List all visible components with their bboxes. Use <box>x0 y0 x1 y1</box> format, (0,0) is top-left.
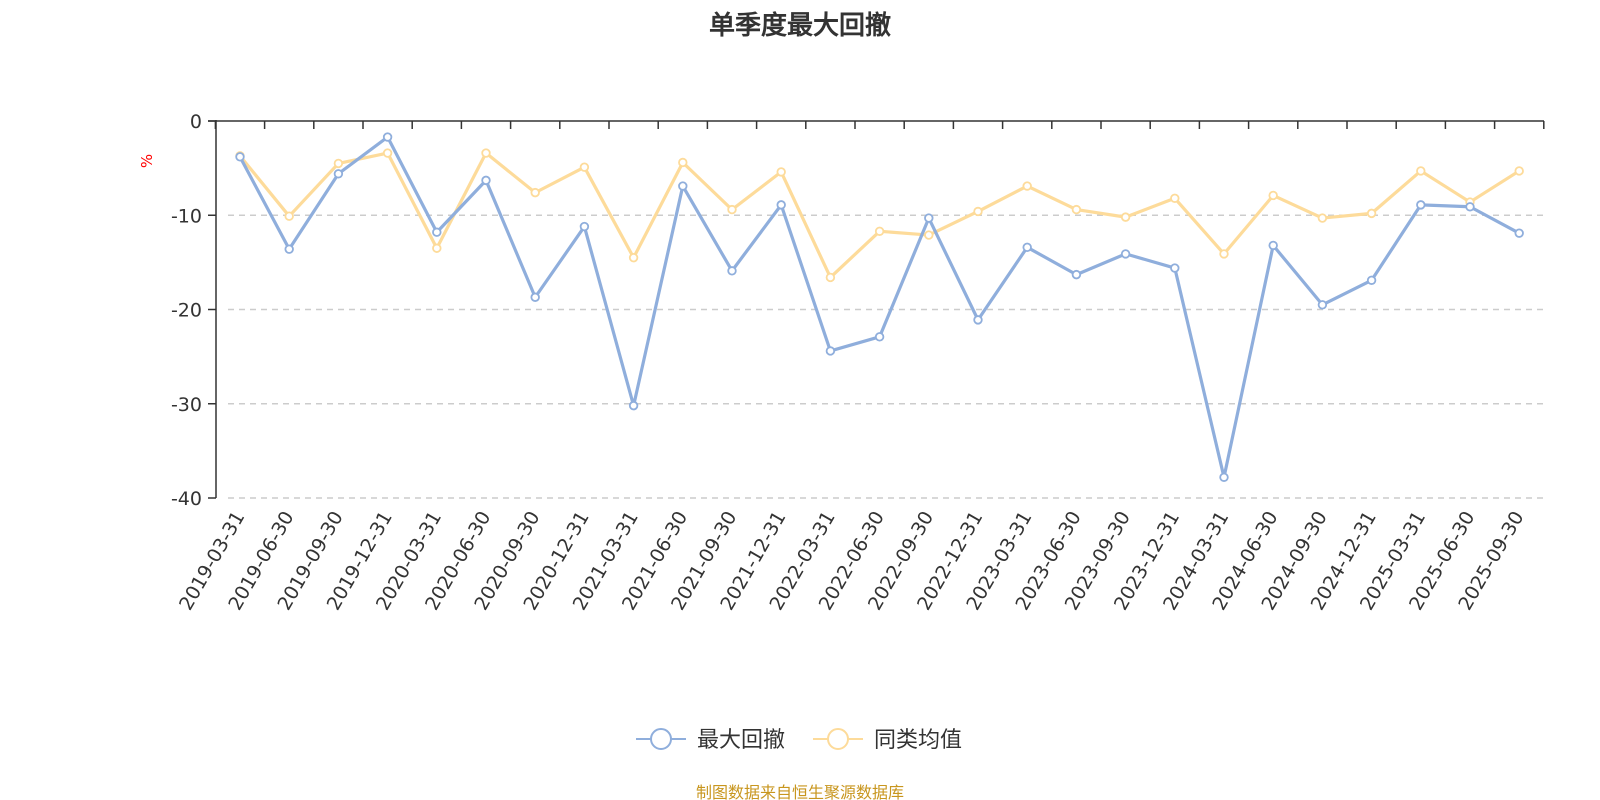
data-point[interactable] <box>1219 472 1229 482</box>
data-point[interactable] <box>579 162 590 172</box>
data-point[interactable] <box>530 292 540 302</box>
data-point[interactable] <box>727 266 737 276</box>
y-tick-label: -30 <box>171 394 202 416</box>
data-point[interactable] <box>628 252 639 263</box>
series-layer <box>235 132 1524 482</box>
data-point[interactable] <box>1465 202 1475 212</box>
data-point[interactable] <box>382 148 393 158</box>
data-point[interactable] <box>432 227 442 237</box>
data-point[interactable] <box>1416 166 1426 176</box>
data-point[interactable] <box>1120 249 1131 259</box>
data-point[interactable] <box>727 204 737 215</box>
data-point[interactable] <box>284 244 294 254</box>
data-point[interactable] <box>1071 269 1082 280</box>
data-point[interactable] <box>235 152 245 162</box>
data-point[interactable] <box>481 175 491 186</box>
legend-label-max-drawdown: 最大回撤 <box>697 728 785 753</box>
data-point[interactable] <box>924 230 934 240</box>
legend-marker-max-drawdown <box>650 728 672 750</box>
series-line <box>238 135 1520 479</box>
data-point[interactable] <box>530 187 540 198</box>
data-point[interactable] <box>776 167 786 177</box>
data-point[interactable] <box>1317 300 1328 310</box>
data-point[interactable] <box>1366 275 1377 285</box>
data-point[interactable] <box>1416 200 1426 210</box>
data-point[interactable] <box>1071 204 1082 215</box>
data-point[interactable] <box>579 221 590 232</box>
y-tick-label: -40 <box>171 488 202 510</box>
y-axis-unit-label: % <box>138 154 156 168</box>
chart-title: 单季度最大回撤 <box>709 10 891 41</box>
y-axis: 0 -10 -20 -30 -40 <box>171 111 216 510</box>
data-point[interactable] <box>1514 228 1524 238</box>
data-point[interactable] <box>1268 240 1278 251</box>
legend-marker-peer-average <box>827 728 849 750</box>
y-tick-label: -20 <box>171 300 202 322</box>
data-point[interactable] <box>678 181 688 191</box>
data-source-note: 制图数据来自恒生聚源数据库 <box>696 783 904 800</box>
data-point[interactable] <box>333 169 344 179</box>
data-point[interactable] <box>973 206 983 217</box>
data-point[interactable] <box>825 346 836 356</box>
data-point[interactable] <box>382 132 393 142</box>
data-point[interactable] <box>1022 242 1032 252</box>
data-point[interactable] <box>481 148 491 158</box>
data-point[interactable] <box>825 272 836 283</box>
data-point[interactable] <box>1120 212 1131 222</box>
data-point[interactable] <box>973 315 983 325</box>
series-max-drawdown <box>235 132 1524 482</box>
data-point[interactable] <box>1170 263 1180 273</box>
legend: 最大回撤 同类均值 <box>636 728 962 753</box>
data-point[interactable] <box>1219 249 1229 259</box>
data-point[interactable] <box>333 158 344 169</box>
data-point[interactable] <box>924 213 934 223</box>
grid-lines <box>228 214 1544 499</box>
data-point[interactable] <box>874 332 885 342</box>
data-point[interactable] <box>432 243 442 253</box>
data-point[interactable] <box>1514 166 1524 176</box>
data-point[interactable] <box>1170 193 1180 203</box>
data-point[interactable] <box>1317 213 1328 223</box>
data-point[interactable] <box>874 226 885 236</box>
legend-label-peer-average: 同类均值 <box>874 728 962 753</box>
legend-item-max-drawdown[interactable]: 最大回撤 <box>636 728 785 753</box>
data-point[interactable] <box>1022 181 1032 191</box>
data-point[interactable] <box>628 400 639 411</box>
legend-item-peer-average[interactable]: 同类均值 <box>813 728 962 753</box>
data-point[interactable] <box>1268 190 1278 201</box>
data-point[interactable] <box>284 211 294 221</box>
y-tick-label: 0 <box>190 111 202 133</box>
data-point[interactable] <box>678 157 688 168</box>
data-point[interactable] <box>776 200 786 210</box>
y-tick-label: -10 <box>171 205 202 227</box>
x-axis: 2019-03-312019-06-302019-09-302019-12-31… <box>175 121 1545 614</box>
data-point[interactable] <box>1366 208 1377 219</box>
